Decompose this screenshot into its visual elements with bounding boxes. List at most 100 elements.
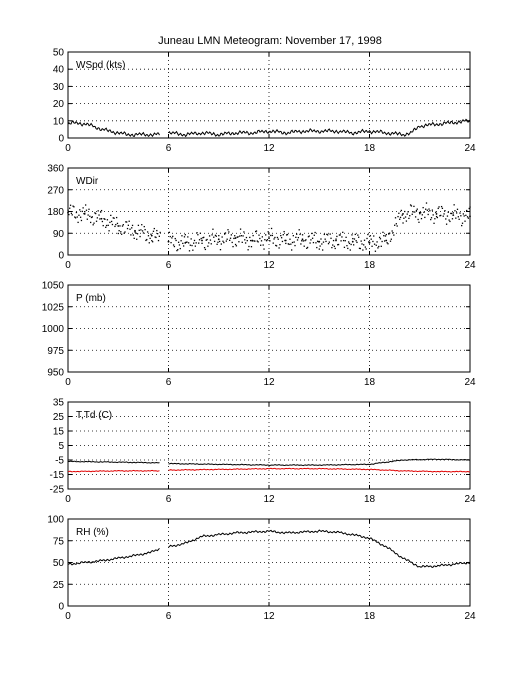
data-point: [214, 234, 217, 237]
y-tick-label: 90: [53, 229, 65, 240]
x-tick-label: 12: [263, 143, 275, 154]
data-point: [95, 220, 98, 222]
data-point: [107, 224, 109, 226]
data-point: [173, 245, 176, 248]
data-point: [305, 239, 307, 241]
data-point: [403, 217, 405, 219]
data-point: [309, 242, 311, 244]
data-point: [240, 235, 243, 237]
data-point: [330, 237, 332, 239]
data-point: [175, 239, 177, 242]
data-point: [465, 214, 467, 216]
data-point: [274, 236, 276, 239]
data-point: [182, 242, 184, 245]
data-point: [233, 237, 235, 240]
data-point: [288, 243, 290, 246]
data-point: [355, 240, 357, 242]
y-tick-label: 30: [53, 82, 65, 93]
data-point: [399, 216, 402, 219]
data-point: [379, 238, 382, 240]
data-point: [192, 249, 194, 251]
y-tick-label: 15: [53, 427, 65, 438]
data-point: [357, 234, 359, 236]
data-point: [342, 231, 344, 233]
data-point: [91, 216, 93, 218]
data-point: [235, 245, 238, 247]
data-point: [327, 234, 329, 236]
data-point: [285, 242, 287, 245]
data-point: [361, 243, 363, 245]
data-point: [179, 247, 181, 250]
data-point: [466, 209, 468, 212]
data-point: [362, 249, 364, 251]
data-point: [221, 236, 223, 238]
data-point: [351, 240, 354, 243]
data-point: [275, 245, 278, 247]
data-point: [390, 238, 392, 240]
data-point: [154, 236, 156, 238]
y-tick-label: -25: [50, 485, 65, 496]
data-point: [421, 214, 423, 216]
data-point: [376, 241, 378, 243]
panel-label: P (mb): [76, 293, 106, 304]
y-tick-label: 35: [53, 398, 65, 409]
data-point: [217, 238, 220, 241]
data-point: [78, 214, 80, 216]
data-point: [84, 204, 87, 206]
data-point: [259, 237, 261, 240]
data-point: [188, 250, 191, 252]
data-point: [280, 234, 282, 237]
data-point: [115, 216, 118, 219]
data-point: [450, 212, 452, 215]
data-point: [122, 224, 124, 226]
data-point: [198, 239, 201, 241]
x-tick-label: 0: [65, 611, 71, 622]
data-point: [423, 211, 425, 214]
data-point: [388, 233, 390, 235]
data-point: [366, 237, 368, 240]
data-point: [103, 218, 105, 220]
data-point: [172, 244, 175, 246]
data-point: [446, 215, 449, 217]
data-point: [324, 238, 326, 240]
data-point: [440, 205, 443, 208]
data-point: [261, 236, 263, 238]
data-point: [172, 235, 174, 238]
data-point: [453, 204, 455, 206]
data-point: [135, 232, 137, 234]
data-point: [67, 211, 69, 214]
data-point: [270, 234, 272, 237]
y-tick-label: 50: [53, 558, 65, 569]
data-point: [289, 238, 291, 240]
data-point: [303, 245, 305, 247]
data-point: [435, 211, 437, 213]
data-point: [187, 236, 189, 238]
data-point: [220, 243, 222, 245]
data-point: [428, 208, 430, 210]
data-point: [230, 234, 233, 236]
data-point: [132, 234, 135, 236]
data-point: [394, 217, 397, 219]
data-point: [95, 212, 97, 215]
data-point: [283, 230, 285, 233]
data-point: [70, 212, 73, 214]
data-point: [365, 248, 367, 250]
data-point: [123, 232, 125, 234]
data-point: [337, 244, 339, 246]
data-point: [354, 233, 356, 236]
data-point: [306, 247, 308, 249]
data-point: [116, 222, 119, 225]
data-point: [418, 221, 420, 223]
data-point: [387, 243, 389, 245]
data-point: [338, 234, 341, 236]
y-tick-label: 180: [47, 207, 64, 218]
data-point: [301, 238, 304, 241]
data-point: [244, 239, 246, 241]
data-point: [93, 222, 95, 224]
y-tick-label: 1000: [42, 324, 65, 335]
data-point: [224, 233, 226, 235]
data-point: [334, 247, 336, 250]
data-point: [281, 240, 284, 243]
data-point: [285, 234, 288, 236]
data-point: [311, 232, 313, 235]
